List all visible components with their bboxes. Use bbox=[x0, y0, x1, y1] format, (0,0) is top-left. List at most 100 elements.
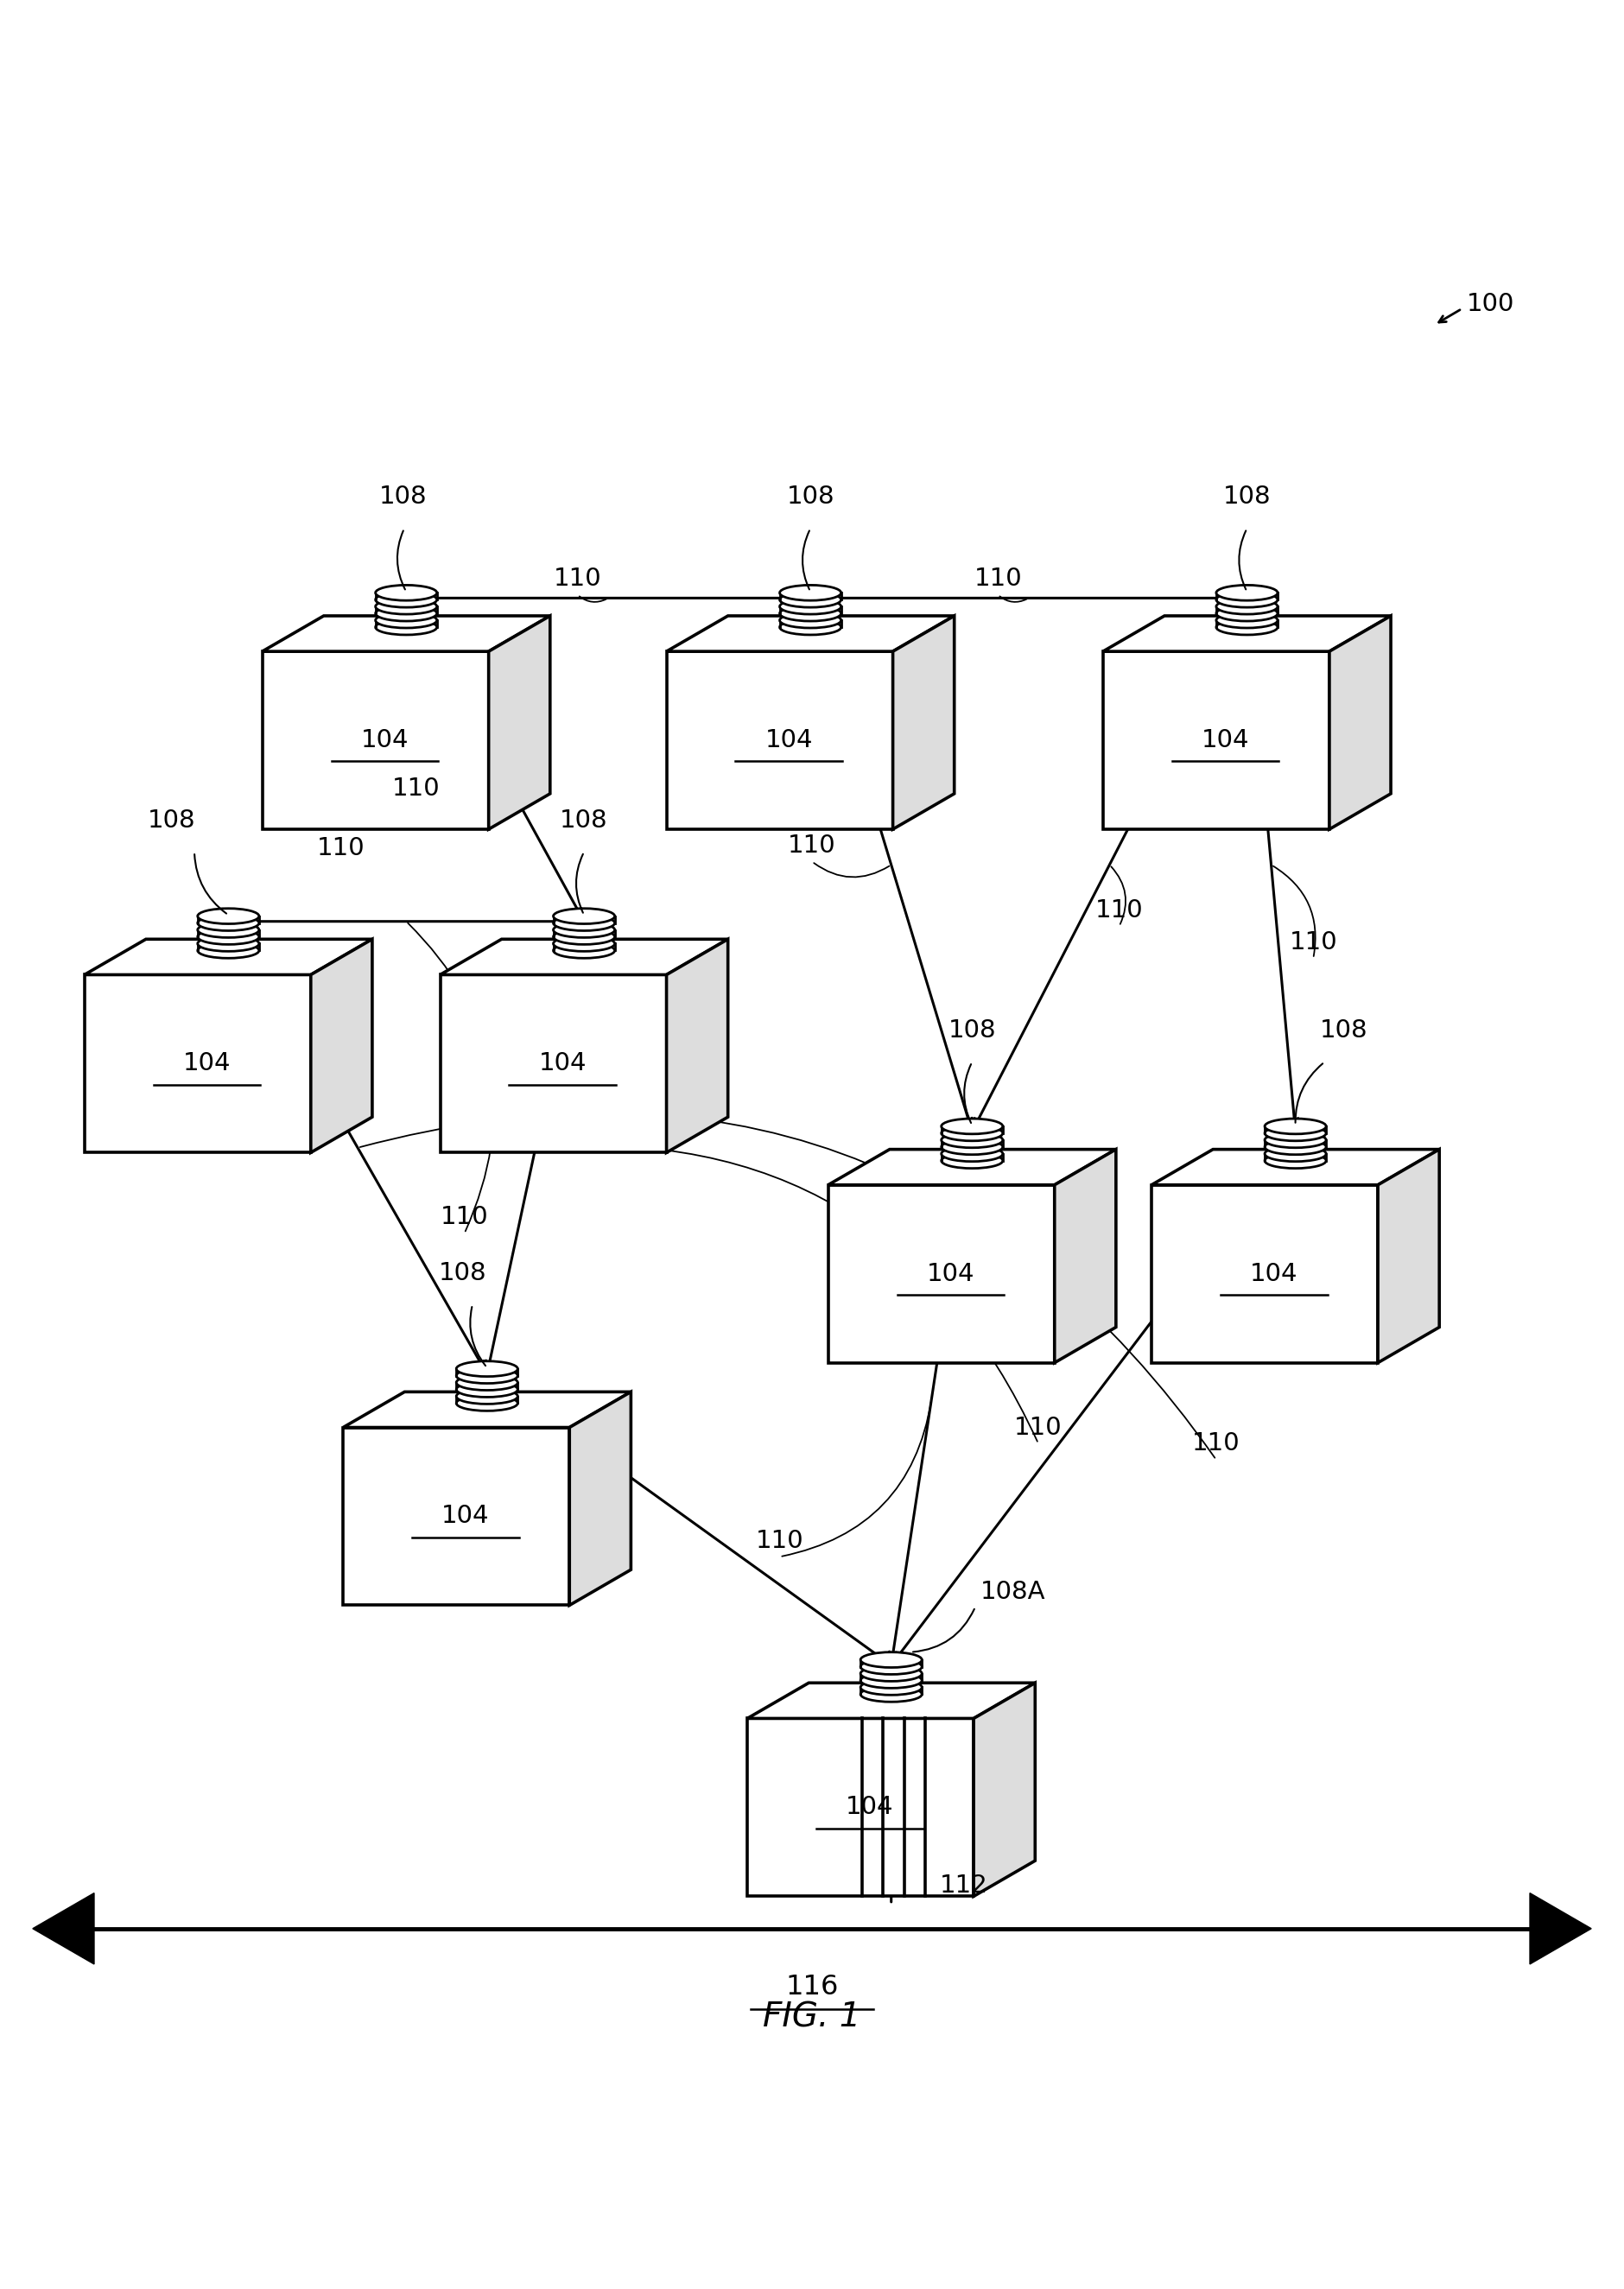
Text: 108: 108 bbox=[1223, 485, 1272, 508]
Ellipse shape bbox=[942, 1119, 1002, 1133]
Ellipse shape bbox=[780, 586, 841, 600]
Polygon shape bbox=[666, 938, 728, 1154]
Text: 110: 110 bbox=[1015, 1415, 1062, 1440]
Ellipse shape bbox=[198, 916, 260, 932]
Text: 110: 110 bbox=[1289, 929, 1337, 955]
Text: 110: 110 bbox=[1095, 897, 1143, 922]
Ellipse shape bbox=[375, 586, 437, 600]
Text: 110: 110 bbox=[788, 833, 836, 858]
Text: 108: 108 bbox=[148, 808, 197, 833]
Polygon shape bbox=[263, 652, 489, 829]
Ellipse shape bbox=[780, 620, 841, 634]
Polygon shape bbox=[440, 975, 666, 1154]
Text: 104: 104 bbox=[1250, 1261, 1298, 1286]
Polygon shape bbox=[310, 938, 372, 1154]
Text: 104: 104 bbox=[184, 1051, 231, 1076]
Polygon shape bbox=[1530, 1893, 1592, 1964]
Polygon shape bbox=[343, 1428, 570, 1605]
Ellipse shape bbox=[198, 936, 260, 952]
Text: 108: 108 bbox=[438, 1261, 487, 1284]
Polygon shape bbox=[263, 616, 551, 652]
Ellipse shape bbox=[942, 1140, 1002, 1154]
Ellipse shape bbox=[1216, 613, 1278, 627]
Ellipse shape bbox=[456, 1369, 518, 1383]
Ellipse shape bbox=[375, 593, 437, 607]
Polygon shape bbox=[1151, 1186, 1377, 1362]
Polygon shape bbox=[489, 616, 551, 829]
Text: 110: 110 bbox=[391, 776, 440, 801]
Polygon shape bbox=[343, 1392, 630, 1428]
Text: 104: 104 bbox=[539, 1051, 586, 1076]
Ellipse shape bbox=[861, 1653, 922, 1666]
Ellipse shape bbox=[780, 607, 841, 620]
Text: 104: 104 bbox=[361, 728, 409, 753]
Ellipse shape bbox=[942, 1154, 1002, 1167]
Polygon shape bbox=[974, 1682, 1034, 1895]
Ellipse shape bbox=[198, 929, 260, 945]
Polygon shape bbox=[747, 1682, 1034, 1719]
Text: 104: 104 bbox=[765, 728, 814, 753]
Ellipse shape bbox=[198, 943, 260, 959]
Ellipse shape bbox=[1216, 607, 1278, 620]
Ellipse shape bbox=[375, 613, 437, 627]
Ellipse shape bbox=[861, 1687, 922, 1701]
Ellipse shape bbox=[1216, 586, 1278, 600]
Ellipse shape bbox=[198, 909, 260, 925]
Text: 108: 108 bbox=[560, 808, 607, 833]
Ellipse shape bbox=[456, 1396, 518, 1410]
Polygon shape bbox=[666, 652, 893, 829]
Ellipse shape bbox=[1265, 1126, 1327, 1140]
Text: 110: 110 bbox=[440, 1204, 489, 1229]
Ellipse shape bbox=[942, 1126, 1002, 1140]
Ellipse shape bbox=[780, 593, 841, 607]
Text: 108A: 108A bbox=[981, 1579, 1046, 1605]
Polygon shape bbox=[747, 1719, 974, 1895]
Text: 104: 104 bbox=[927, 1261, 974, 1286]
Text: 110: 110 bbox=[1192, 1431, 1241, 1456]
Polygon shape bbox=[1151, 1149, 1439, 1186]
Polygon shape bbox=[84, 975, 310, 1154]
Polygon shape bbox=[666, 616, 955, 652]
Polygon shape bbox=[570, 1392, 630, 1605]
Ellipse shape bbox=[456, 1383, 518, 1396]
Polygon shape bbox=[828, 1186, 1054, 1362]
Ellipse shape bbox=[861, 1660, 922, 1673]
Text: 104: 104 bbox=[442, 1504, 489, 1529]
Ellipse shape bbox=[1265, 1133, 1327, 1147]
Polygon shape bbox=[1330, 616, 1390, 829]
Ellipse shape bbox=[780, 613, 841, 627]
Ellipse shape bbox=[456, 1389, 518, 1403]
Ellipse shape bbox=[554, 922, 615, 938]
Text: 116: 116 bbox=[786, 1973, 838, 2001]
Ellipse shape bbox=[1265, 1154, 1327, 1167]
Polygon shape bbox=[1377, 1149, 1439, 1362]
Ellipse shape bbox=[375, 620, 437, 634]
Polygon shape bbox=[1054, 1149, 1116, 1362]
Polygon shape bbox=[1103, 652, 1330, 829]
Ellipse shape bbox=[942, 1133, 1002, 1147]
Text: 108: 108 bbox=[948, 1019, 996, 1044]
Ellipse shape bbox=[1265, 1119, 1327, 1133]
Text: FIG. 1: FIG. 1 bbox=[763, 2001, 861, 2033]
Polygon shape bbox=[828, 1149, 1116, 1186]
Ellipse shape bbox=[554, 943, 615, 959]
Ellipse shape bbox=[198, 922, 260, 938]
Ellipse shape bbox=[554, 916, 615, 932]
Text: 100: 100 bbox=[1466, 291, 1515, 316]
Ellipse shape bbox=[1216, 600, 1278, 613]
Ellipse shape bbox=[861, 1680, 922, 1694]
Ellipse shape bbox=[861, 1666, 922, 1680]
Polygon shape bbox=[1103, 616, 1390, 652]
Text: 108: 108 bbox=[1320, 1019, 1367, 1044]
Text: 110: 110 bbox=[974, 568, 1021, 591]
Ellipse shape bbox=[1265, 1140, 1327, 1154]
Text: 110: 110 bbox=[755, 1529, 804, 1552]
Ellipse shape bbox=[861, 1673, 922, 1687]
Polygon shape bbox=[440, 938, 728, 975]
Ellipse shape bbox=[456, 1362, 518, 1376]
Text: 110: 110 bbox=[317, 835, 365, 861]
Text: 108: 108 bbox=[378, 485, 427, 508]
Ellipse shape bbox=[942, 1147, 1002, 1161]
Ellipse shape bbox=[554, 929, 615, 945]
Polygon shape bbox=[32, 1893, 94, 1964]
